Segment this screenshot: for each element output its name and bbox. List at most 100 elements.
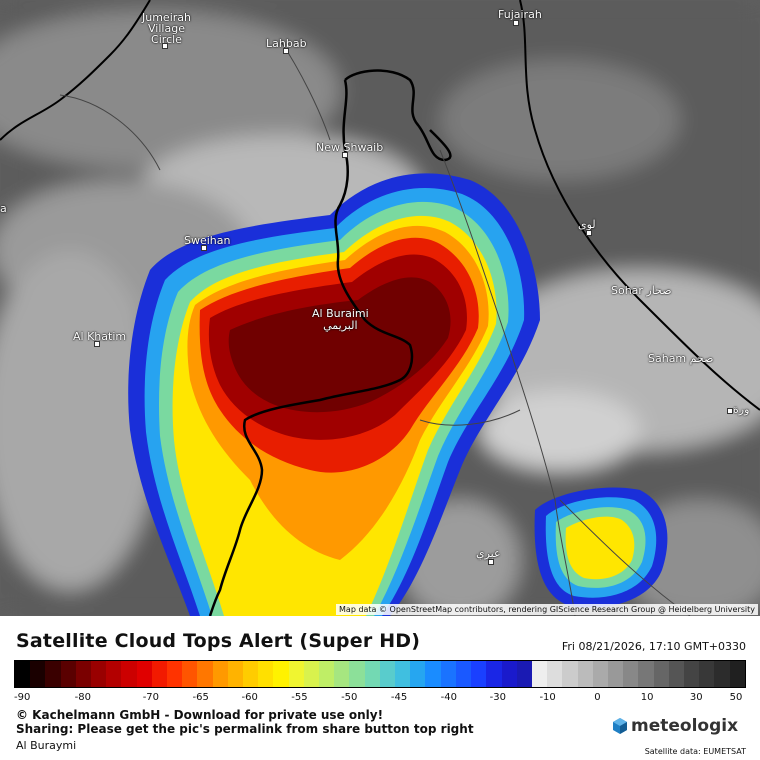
color-swatch	[45, 661, 61, 687]
color-swatch	[197, 661, 213, 687]
map-layer	[0, 0, 760, 616]
color-swatch	[30, 661, 46, 687]
color-swatch	[121, 661, 137, 687]
color-swatch	[699, 661, 715, 687]
color-swatch	[653, 661, 669, 687]
scale-tick-label: -10	[539, 692, 556, 703]
color-swatch	[91, 661, 107, 687]
coastline	[519, 0, 760, 411]
brand-logo[interactable]: meteologix	[612, 716, 738, 736]
scale-tick-label: 10	[640, 692, 654, 703]
scale-tick-label: -70	[142, 692, 160, 703]
place-label-fujairah: Fujairah	[498, 8, 542, 21]
color-swatch	[623, 661, 639, 687]
color-swatch	[243, 661, 259, 687]
place-label-ibra: عبري	[476, 547, 501, 560]
color-swatch	[425, 661, 441, 687]
place-dot-fujairah	[513, 20, 519, 26]
satellite-map[interactable]: Jumeirah Village Circle Lahbab Fujairah Ne…	[0, 0, 760, 616]
scale-tick-label: 30	[689, 692, 703, 703]
color-swatch	[486, 661, 502, 687]
place-dot-ibra	[488, 559, 494, 565]
copyright-notice: © Kachelmann GmbH - Download for private…	[16, 708, 384, 722]
place-label-saham: Saham صحم	[648, 352, 714, 365]
color-swatch	[15, 661, 31, 687]
scale-tick-label: -45	[390, 692, 408, 703]
place-dot-jumeirah	[162, 43, 168, 49]
place-label-west-edge: a	[0, 202, 7, 215]
scale-tick-label: -60	[241, 692, 258, 703]
scale-tick-label: 0	[594, 692, 601, 703]
scale-tick-label: -90	[14, 692, 31, 703]
color-swatch	[683, 661, 700, 687]
color-swatch	[258, 661, 274, 687]
place-label-liwa: لوى	[578, 218, 596, 231]
color-swatch	[410, 661, 426, 687]
storm-cell-small	[534, 487, 668, 608]
place-dot-lahbab	[283, 48, 289, 54]
timestamp: Fri 08/21/2026, 17:10 GMT+0330	[561, 640, 746, 653]
scale-tick-label: 50	[729, 692, 743, 703]
color-swatch	[395, 661, 411, 687]
color-swatch	[273, 661, 289, 687]
map-attribution[interactable]: Map data © OpenStreetMap contributors, r…	[336, 604, 758, 615]
color-swatch	[349, 661, 365, 687]
color-swatch	[167, 661, 183, 687]
color-swatch	[136, 661, 152, 687]
storm-cell-main	[128, 173, 540, 616]
region-name: Al Buraymi	[16, 739, 77, 752]
scale-tick-label: -80	[74, 692, 91, 703]
legend-footer: Satellite Cloud Tops Alert (Super HD) Fr…	[0, 616, 760, 760]
color-swatch	[319, 661, 335, 687]
scale-tick-label: -65	[192, 692, 209, 703]
color-swatch	[364, 661, 380, 687]
scale-tick-label: -55	[291, 692, 308, 703]
color-swatch	[531, 661, 548, 687]
color-swatch	[182, 661, 198, 687]
color-swatch	[714, 661, 730, 687]
color-swatch	[455, 661, 472, 687]
page-title: Satellite Cloud Tops Alert (Super HD)	[16, 630, 421, 652]
place-label-sweihan: Sweihan	[184, 234, 231, 247]
color-swatch	[334, 661, 350, 687]
color-swatch	[288, 661, 304, 687]
place-label-al-buraimi: Al Buraimi البريمي	[312, 307, 369, 332]
background-clouds	[0, 0, 760, 616]
data-credit: Satellite data: EUMETSAT	[644, 747, 746, 756]
color-swatch	[577, 661, 593, 687]
place-dot-new-shwaib	[342, 152, 348, 158]
color-swatch	[668, 661, 684, 687]
place-label-lahbab: Lahbab	[266, 37, 307, 50]
color-swatch	[516, 661, 532, 687]
color-swatch	[562, 661, 578, 687]
roads	[59, 39, 691, 616]
color-scale-ticks: -90 -80 -70 -65 -60 -55 -50 -45 -40 -30 -10 0 10 30 50	[14, 692, 746, 706]
place-label-east-edge: ورة	[733, 403, 750, 416]
color-swatch	[75, 661, 92, 687]
place-dot-liwa	[586, 230, 592, 236]
coastline-west	[0, 0, 151, 141]
color-swatch	[151, 661, 168, 687]
color-swatch	[379, 661, 396, 687]
scale-tick-label: -40	[440, 692, 457, 703]
color-swatch	[592, 661, 608, 687]
scale-tick-label: -50	[341, 692, 358, 703]
place-dot-al-khatim	[94, 341, 100, 347]
color-swatch	[638, 661, 654, 687]
place-label-jumeirah: Jumeirah Village Circle	[142, 11, 191, 46]
color-swatch	[227, 661, 244, 687]
place-dot-sweihan	[201, 245, 207, 251]
place-label-sohar: Sohar صحار	[611, 284, 672, 297]
color-swatch	[303, 661, 320, 687]
place-label-new-shwaib: New Shwaib	[316, 141, 384, 154]
place-label-al-khatim: Al Khatim	[73, 330, 127, 343]
country-border	[208, 69, 452, 616]
color-swatch	[471, 661, 487, 687]
hexagon-logo-icon	[613, 718, 627, 734]
color-swatch	[106, 661, 122, 687]
color-swatch	[212, 661, 228, 687]
color-swatch	[60, 661, 76, 687]
brand-name: meteologix	[631, 716, 739, 736]
color-swatch	[607, 661, 624, 687]
color-swatch	[547, 661, 563, 687]
